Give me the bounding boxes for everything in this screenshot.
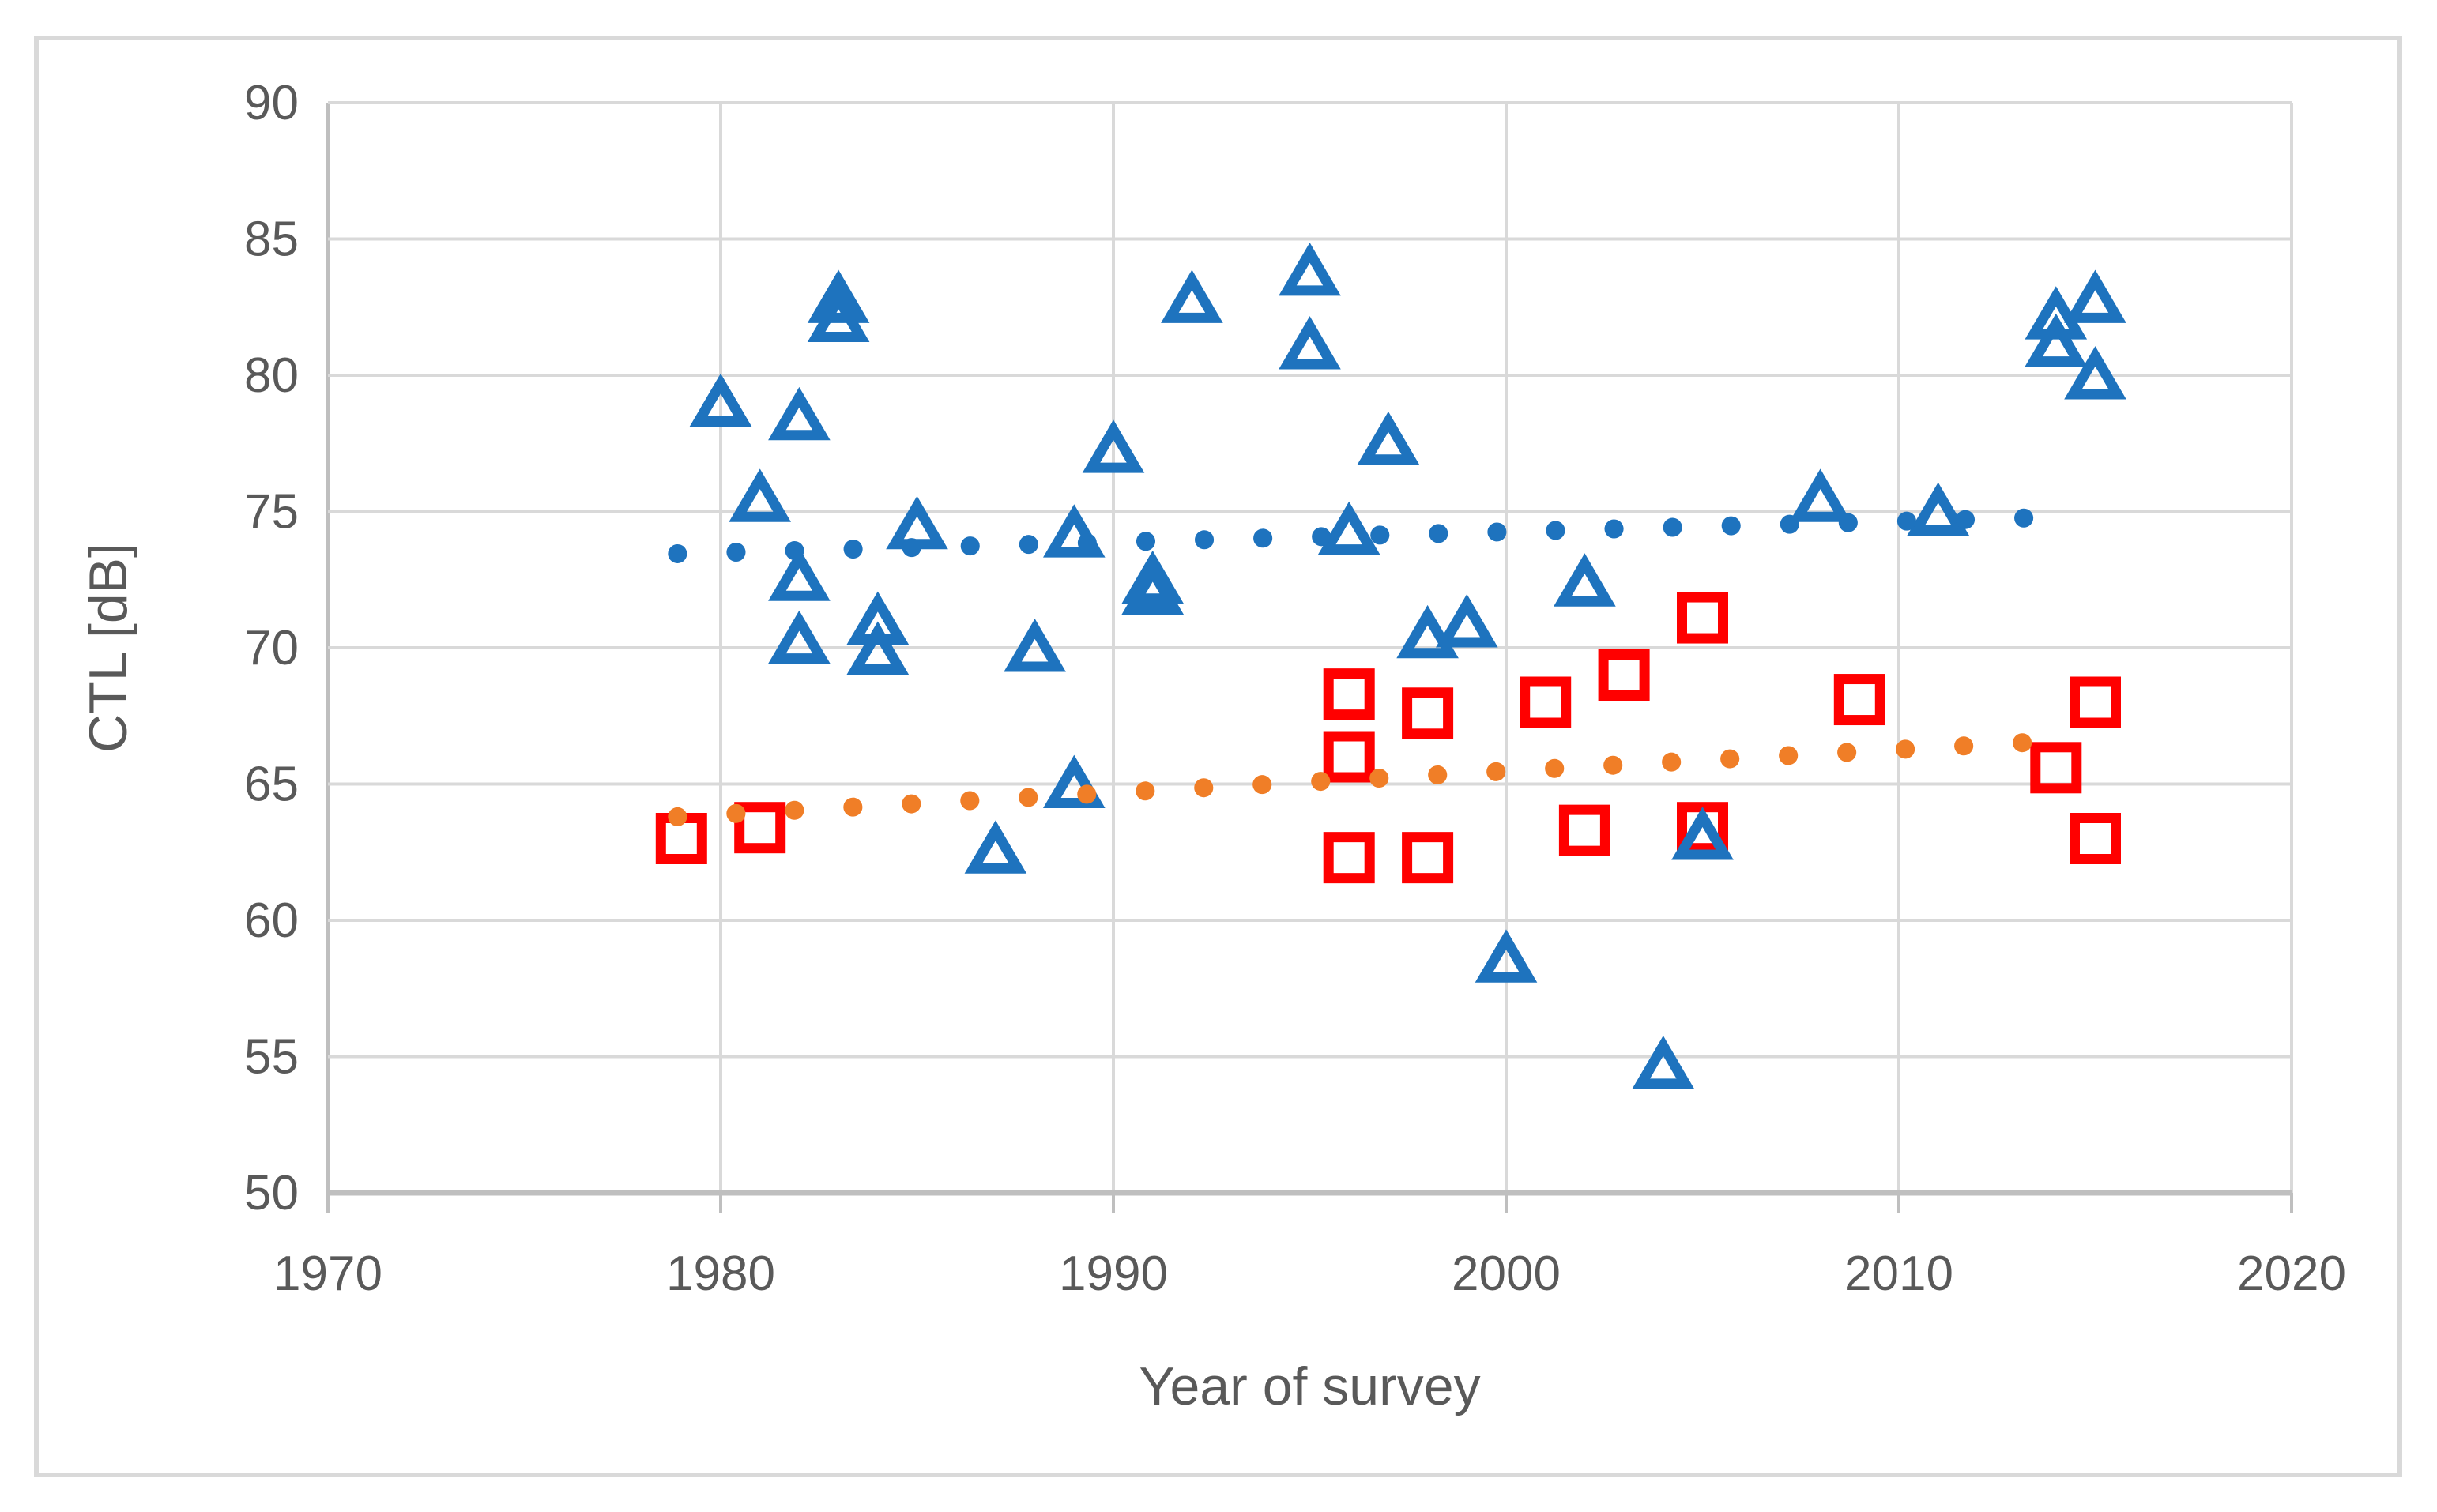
y-tick-label: 80 (244, 348, 299, 403)
data-point-square (2030, 742, 2082, 794)
data-point-triangle (1317, 501, 1380, 555)
data-point-triangle (1082, 419, 1145, 473)
data-point-triangle (2064, 346, 2126, 400)
data-point-triangle (1554, 553, 1616, 607)
y-tick-label: 50 (244, 1166, 299, 1221)
data-point-triangle (1279, 316, 1341, 370)
data-point-triangle (1121, 561, 1185, 615)
data-point-square (1520, 676, 1572, 728)
data-point-square (1677, 592, 1728, 644)
axis-titles-layer: Year of survey CTL [dB] (78, 543, 1481, 1416)
y-tick-label: 90 (244, 76, 299, 130)
tick-labels-layer: 50 55 60 65 70 75 80 85 90 1970 1980 1990 2000 2010 20… (244, 76, 2346, 1301)
y-tick-label: 85 (244, 213, 299, 267)
series-layer (655, 242, 2126, 1089)
trendlines-layer (668, 507, 2074, 826)
x-tick-label: 1990 (1059, 1247, 1168, 1301)
data-point-triangle (768, 547, 831, 601)
data-point-square (1598, 649, 1650, 701)
data-point-triangle (1671, 807, 1734, 860)
data-point-square (2070, 813, 2121, 864)
data-point-triangle (1357, 411, 1420, 465)
data-point-triangle (1789, 468, 1851, 522)
data-point-triangle (1632, 1035, 1695, 1089)
data-point-triangle (2025, 313, 2088, 367)
data-point-triangle (1907, 482, 1970, 536)
data-point-triangle (729, 468, 792, 522)
data-point-square (2070, 676, 2121, 728)
y-tick-label: 60 (244, 893, 299, 948)
y-tick-label: 65 (244, 758, 299, 812)
data-point-square (734, 802, 786, 854)
data-point-triangle (1042, 754, 1106, 808)
x-tick-label: 1970 (273, 1247, 382, 1301)
data-point-square (1402, 687, 1454, 739)
data-point-triangle (1396, 604, 1459, 659)
x-tick-label: 2020 (2237, 1247, 2346, 1301)
data-point-triangle (1475, 929, 1538, 983)
data-point-triangle (1004, 619, 1066, 672)
data-point-square (1323, 731, 1375, 783)
data-point-square (1833, 674, 1885, 726)
triangle-trendline (668, 507, 2074, 563)
data-point-triangle (1435, 594, 1498, 648)
y-axis-title: CTL [dB] (78, 543, 138, 753)
data-point-triangle (846, 621, 910, 675)
data-point-triangle (807, 288, 870, 343)
y-tick-label: 75 (244, 485, 299, 540)
y-tick-label: 70 (244, 621, 299, 675)
gridlines-layer (326, 101, 2293, 1196)
data-point-triangle (964, 820, 1027, 874)
data-point-triangle (768, 386, 831, 441)
data-point-triangle (768, 610, 831, 664)
data-point-triangle (2064, 269, 2126, 323)
x-tick-label: 1980 (666, 1247, 775, 1301)
tick-marks-layer (326, 1193, 2293, 1213)
data-point-triangle (1279, 242, 1341, 296)
data-point-square (1402, 832, 1454, 884)
data-point-triangle (1121, 550, 1185, 604)
data-point-square (1323, 668, 1375, 720)
data-point-triangle (689, 373, 752, 427)
data-point-square (1558, 804, 1610, 856)
x-tick-label: 2010 (1844, 1247, 1953, 1301)
data-point-triangle (1042, 504, 1106, 558)
data-point-triangle (807, 269, 870, 323)
x-tick-label: 2000 (1452, 1247, 1561, 1301)
data-point-triangle (1161, 269, 1223, 323)
x-axis-title: Year of survey (1139, 1356, 1480, 1416)
data-point-square (1323, 832, 1375, 884)
y-tick-label: 55 (244, 1030, 299, 1085)
square-trendline (668, 731, 2074, 826)
triangle-series (689, 242, 2126, 1089)
data-point-triangle (2025, 286, 2088, 340)
